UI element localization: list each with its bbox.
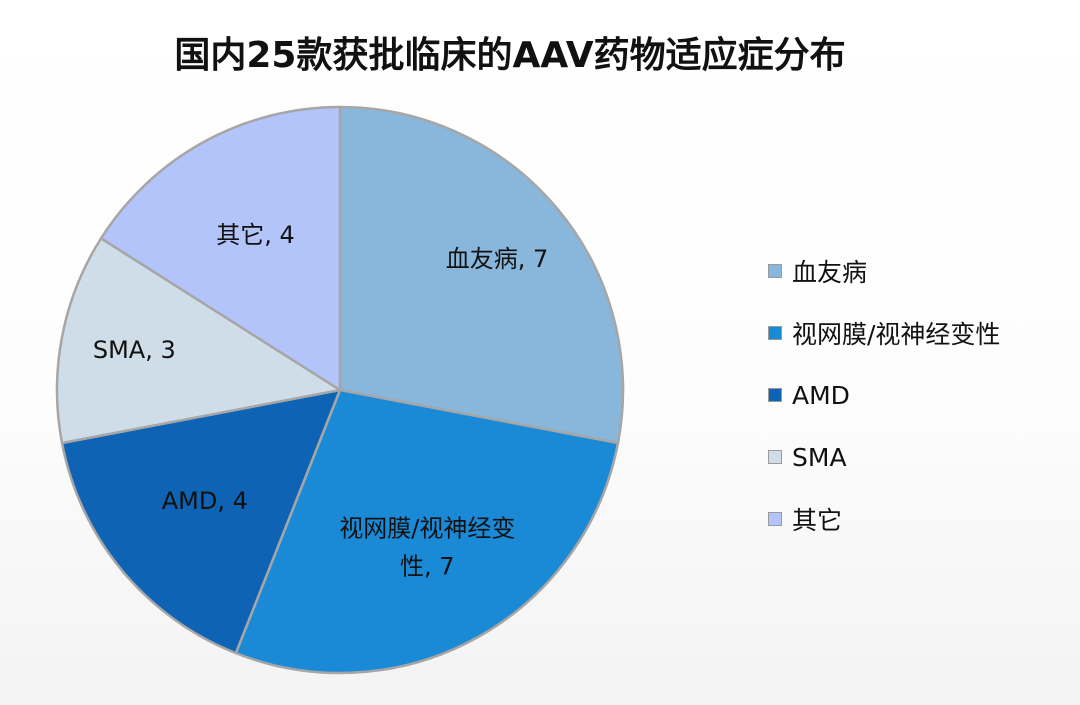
legend-item-2: 视网膜/视神经变性 (768, 302, 1068, 364)
data-label-slice-4: SMA, 3 (93, 336, 176, 364)
legend-swatch (768, 264, 782, 278)
legend-swatch (768, 326, 782, 340)
data-label-slice-2: 性, 7 (400, 553, 455, 581)
legend-swatch (768, 512, 782, 526)
data-label-slice-1: 血友病, 7 (446, 245, 549, 273)
legend-label: 视网膜/视神经变性 (792, 320, 1001, 349)
pie-slice-5 (99, 105, 342, 392)
legend-label: SMA (792, 442, 847, 472)
pie-slices (55, 105, 625, 675)
chart-title: 国内25款获批临床的AAV药物适应症分布 (174, 35, 846, 76)
data-label-slice-5: 其它, 4 (216, 221, 295, 249)
legend-label: 其它 (792, 506, 843, 535)
legend-item-3: AMD (768, 364, 1068, 426)
legend-item-1: 血友病 (768, 240, 1068, 302)
legend-label: 血友病 (792, 258, 868, 287)
data-label-slice-2: 视网膜/视神经变 (339, 515, 515, 543)
legend-swatch (768, 450, 782, 464)
pie-slice-3 (60, 388, 342, 655)
legend-swatch (768, 388, 782, 402)
legend: 血友病视网膜/视神经变性 AMD SMA 其它 (768, 240, 1068, 550)
data-label-slice-3: AMD, 4 (162, 487, 248, 515)
legend-label: AMD (792, 380, 850, 410)
pie-slice-1 (338, 105, 625, 445)
legend-item-4: SMA (768, 426, 1068, 488)
pie-data-labels: 血友病, 7 视网膜/视神经变性, 7 AMD, 4 SMA, 3 其它, 4 (93, 221, 548, 581)
legend-item-5: 其它 (768, 488, 1068, 550)
pie-slice-2 (234, 388, 620, 675)
pie-slice-4 (55, 237, 342, 445)
